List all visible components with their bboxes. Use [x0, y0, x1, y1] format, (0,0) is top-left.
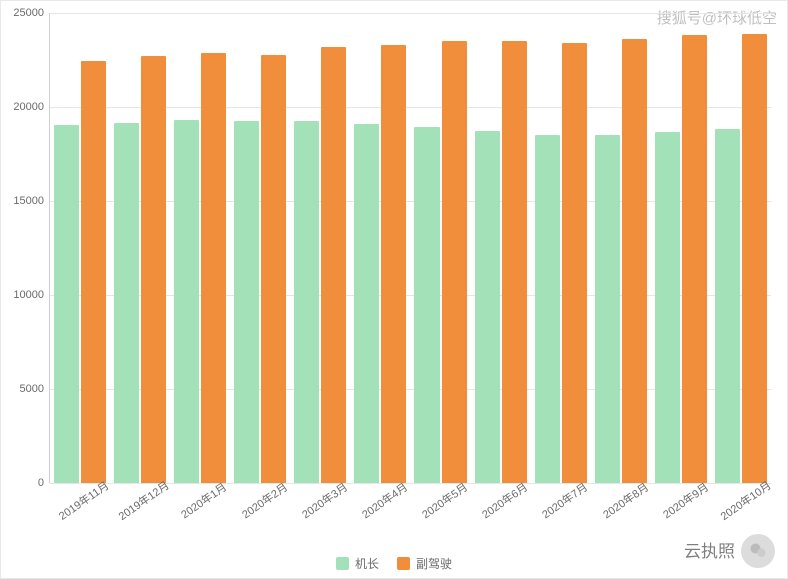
legend-swatch — [336, 557, 349, 570]
x-tick-label: 2020年3月 — [290, 486, 350, 546]
legend-swatch — [397, 557, 410, 570]
x-tick-label: 2020年9月 — [651, 486, 711, 546]
bar-机长 — [174, 120, 199, 483]
bar-group — [290, 13, 350, 483]
bar-副驾驶 — [81, 61, 106, 483]
bar-副驾驶 — [381, 45, 406, 483]
x-tick-label: 2019年11月 — [49, 486, 109, 546]
legend-item: 机长 — [336, 555, 379, 572]
bar-group — [410, 13, 470, 483]
x-tick-label: 2020年2月 — [230, 486, 290, 546]
x-tick-label: 2020年6月 — [470, 486, 530, 546]
x-tick-label: 2020年10月 — [711, 486, 771, 546]
y-tick-label: 10000 — [13, 289, 50, 301]
x-tick-label: 2020年5月 — [410, 486, 470, 546]
bar-副驾驶 — [622, 39, 647, 483]
bar-机长 — [475, 131, 500, 484]
bar-副驾驶 — [682, 35, 707, 483]
plot-area: 0500010000150002000025000 — [49, 13, 771, 483]
chart-container: 搜狐号@环球低空 0500010000150002000025000 2019年… — [0, 0, 788, 579]
bar-副驾驶 — [442, 41, 467, 483]
bars-area — [50, 13, 771, 483]
legend-label: 副驾驶 — [416, 555, 452, 572]
bar-机长 — [294, 121, 319, 483]
bar-group — [170, 13, 230, 483]
x-tick-label: 2020年8月 — [591, 486, 651, 546]
x-tick-label: 2020年4月 — [350, 486, 410, 546]
bar-机长 — [535, 135, 560, 483]
bar-group — [531, 13, 591, 483]
bar-group — [591, 13, 651, 483]
x-tick-label: 2020年7月 — [530, 486, 590, 546]
bar-机长 — [54, 125, 79, 483]
bar-副驾驶 — [321, 47, 346, 483]
bar-group — [50, 13, 110, 483]
bar-副驾驶 — [562, 43, 587, 483]
bar-group — [350, 13, 410, 483]
y-tick-label: 5000 — [20, 383, 50, 395]
bar-机长 — [414, 127, 439, 483]
bar-副驾驶 — [261, 55, 286, 483]
bar-机长 — [715, 129, 740, 483]
bar-机长 — [655, 132, 680, 483]
y-tick-label: 15000 — [13, 195, 50, 207]
x-tick-label: 2020年1月 — [169, 486, 229, 546]
x-axis-labels: 2019年11月2019年12月2020年1月2020年2月2020年3月202… — [49, 486, 771, 546]
bar-group — [651, 13, 711, 483]
bar-副驾驶 — [141, 56, 166, 483]
bar-副驾驶 — [742, 34, 767, 483]
legend-item: 副驾驶 — [397, 555, 452, 572]
legend: 机长 副驾驶 — [1, 555, 787, 572]
y-tick-label: 25000 — [13, 7, 50, 19]
bar-副驾驶 — [201, 53, 226, 483]
bar-group — [110, 13, 170, 483]
bar-group — [471, 13, 531, 483]
x-tick-label: 2019年12月 — [109, 486, 169, 546]
legend-label: 机长 — [355, 555, 379, 572]
bar-副驾驶 — [502, 41, 527, 483]
bar-机长 — [114, 123, 139, 483]
y-tick-label: 20000 — [13, 101, 50, 113]
bar-机长 — [595, 135, 620, 483]
bar-机长 — [234, 121, 259, 483]
bar-group — [711, 13, 771, 483]
bar-机长 — [354, 124, 379, 483]
bar-group — [230, 13, 290, 483]
